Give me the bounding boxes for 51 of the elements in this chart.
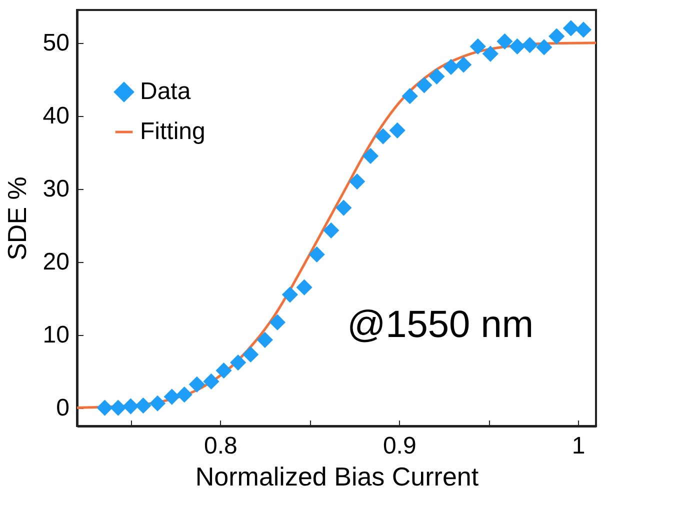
y-tick-label: 20 <box>42 248 70 276</box>
point <box>110 400 126 416</box>
y-tick-label: 10 <box>42 321 70 348</box>
point <box>122 398 139 414</box>
point <box>428 68 445 84</box>
point <box>256 332 273 348</box>
point <box>362 148 379 164</box>
point <box>389 122 406 138</box>
y-tick-label: 30 <box>42 175 70 202</box>
point <box>230 354 246 371</box>
point <box>296 279 312 296</box>
y-tick-label: 50 <box>42 29 70 56</box>
point <box>323 222 340 238</box>
point <box>470 38 486 55</box>
point <box>536 39 552 56</box>
point <box>496 33 513 50</box>
point <box>482 46 498 62</box>
point <box>135 398 152 414</box>
point <box>176 386 192 403</box>
point <box>456 56 472 73</box>
point <box>269 314 286 330</box>
point <box>522 36 538 54</box>
x-tick-label: 1 <box>572 432 586 460</box>
x-axis-title: Normalized Bias Current <box>195 462 480 492</box>
point <box>562 20 580 36</box>
point <box>509 38 526 55</box>
point <box>575 22 592 38</box>
point <box>242 346 259 363</box>
point <box>374 128 392 144</box>
point <box>416 77 432 94</box>
point <box>149 395 166 412</box>
x-tick-label: 0.8 <box>204 432 238 460</box>
y-axis-title: SDE % <box>2 176 32 260</box>
y-tick-label: 0 <box>56 394 70 422</box>
legend-label: Data <box>140 78 192 105</box>
y-tick-label: 40 <box>42 102 70 130</box>
point <box>442 58 460 75</box>
point <box>349 173 366 190</box>
point <box>402 88 418 104</box>
point <box>308 246 325 263</box>
x-tick-label: 0.9 <box>382 432 416 460</box>
annotation: @1550 nm <box>347 304 534 346</box>
point <box>96 400 113 416</box>
point <box>203 373 220 390</box>
legend-label: Fitting <box>140 118 206 145</box>
point <box>164 388 180 405</box>
point <box>336 200 352 216</box>
point <box>282 286 298 303</box>
point <box>548 28 565 44</box>
point <box>188 376 205 392</box>
point <box>216 362 232 379</box>
